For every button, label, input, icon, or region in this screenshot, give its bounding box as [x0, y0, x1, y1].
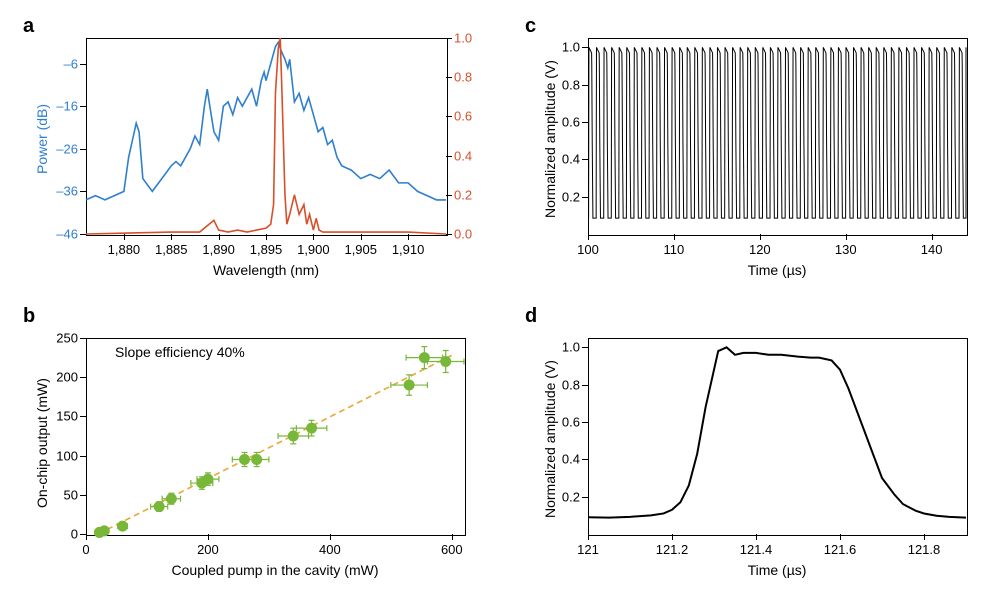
panel-d-series: [588, 347, 966, 517]
plot-svg: [0, 0, 994, 605]
figure: aWavelength (nm)Power (dB)1,8801,8851,89…: [0, 0, 994, 605]
